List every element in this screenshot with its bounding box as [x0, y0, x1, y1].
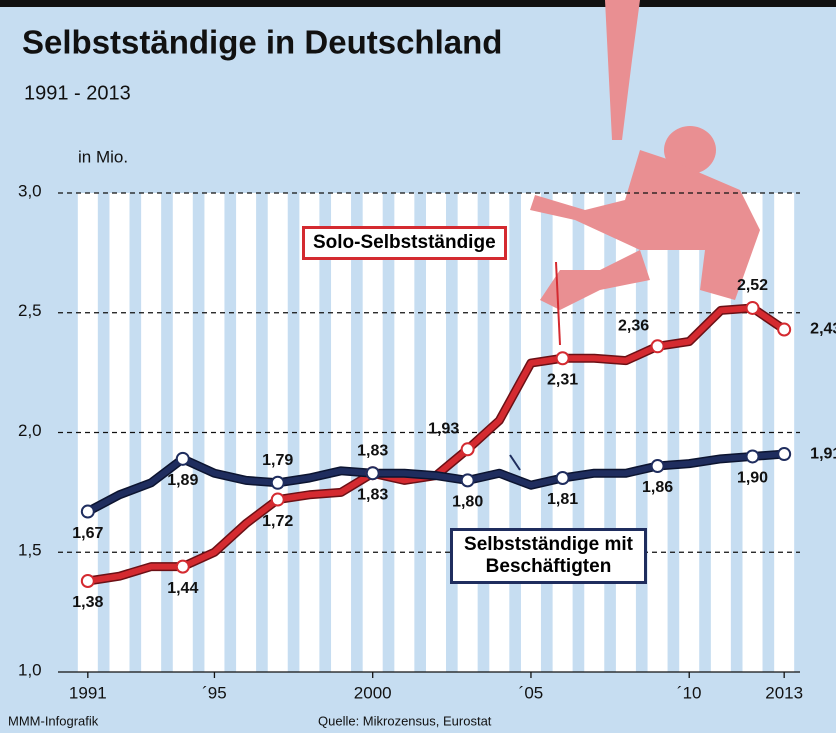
data-label: 1,44: [167, 580, 198, 597]
point-marker: [460, 442, 475, 457]
point-marker: [80, 573, 95, 588]
callout-pointer: [555, 261, 561, 346]
data-label: 2,52: [737, 277, 768, 294]
data-label: 1,80: [452, 494, 483, 511]
y-tick-label: 1,0: [18, 660, 42, 679]
point-marker: [650, 459, 665, 474]
x-tick-label: 2000: [354, 683, 392, 702]
series-line: [86, 451, 785, 515]
y-tick-label: 2,0: [18, 421, 42, 440]
point-marker: [270, 492, 285, 507]
data-label: 2,43: [810, 321, 836, 338]
x-tick-label: 1991: [69, 683, 107, 702]
point-marker: [650, 339, 665, 354]
data-label: 1,90: [737, 470, 768, 487]
data-label: 1,89: [167, 472, 198, 489]
data-label: 1,81: [547, 491, 578, 508]
data-label: 1,83: [357, 486, 388, 503]
point-marker: [777, 447, 792, 462]
data-label: 1,79: [262, 452, 293, 469]
legend-entry: Solo-Selbstständige: [302, 226, 507, 260]
chart-subtitle: 1991 - 2013: [24, 82, 131, 104]
data-label: 1,93: [428, 420, 459, 437]
data-label: 1,38: [72, 594, 103, 611]
chart-title: Selbstständige in Deutschland: [22, 24, 502, 61]
point-marker: [777, 322, 792, 337]
y-tick-label: 2,5: [18, 301, 42, 320]
point-marker: [270, 475, 285, 490]
data-label: 2,36: [618, 317, 649, 334]
y-tick-label: 1,5: [18, 541, 42, 560]
y-axis-unit: in Mio.: [78, 147, 128, 166]
point-marker: [460, 473, 475, 488]
x-tick-label: 2013: [765, 683, 803, 702]
footer-source: Quelle: Mikrozensus, Eurostat: [318, 713, 492, 728]
point-marker: [745, 449, 760, 464]
y-tick-label: 3,0: [18, 181, 42, 200]
x-tick-label: ´10: [677, 683, 702, 702]
point-marker: [175, 559, 190, 574]
callout-pointer: [509, 454, 521, 471]
climber: [530, 0, 760, 310]
data-label: 2,31: [547, 371, 578, 388]
legend-entry: Selbstständige mit Beschäftigten: [450, 528, 647, 584]
point-marker: [555, 471, 570, 486]
x-tick-label: ´95: [202, 683, 227, 702]
data-label: 1,67: [72, 525, 103, 542]
data-label: 1,72: [262, 513, 293, 530]
x-tick-label: ´05: [519, 683, 544, 702]
footer-credit: MMM-Infografik: [8, 713, 99, 728]
point-marker: [365, 466, 380, 481]
point-marker: [175, 451, 190, 466]
data-label: 1,86: [642, 479, 673, 496]
top-bar: [0, 0, 836, 7]
point-marker: [80, 504, 95, 519]
data-label: 1,91: [810, 445, 836, 462]
data-label: 1,83: [357, 442, 388, 459]
point-marker: [745, 300, 760, 315]
point-marker: [555, 351, 570, 366]
